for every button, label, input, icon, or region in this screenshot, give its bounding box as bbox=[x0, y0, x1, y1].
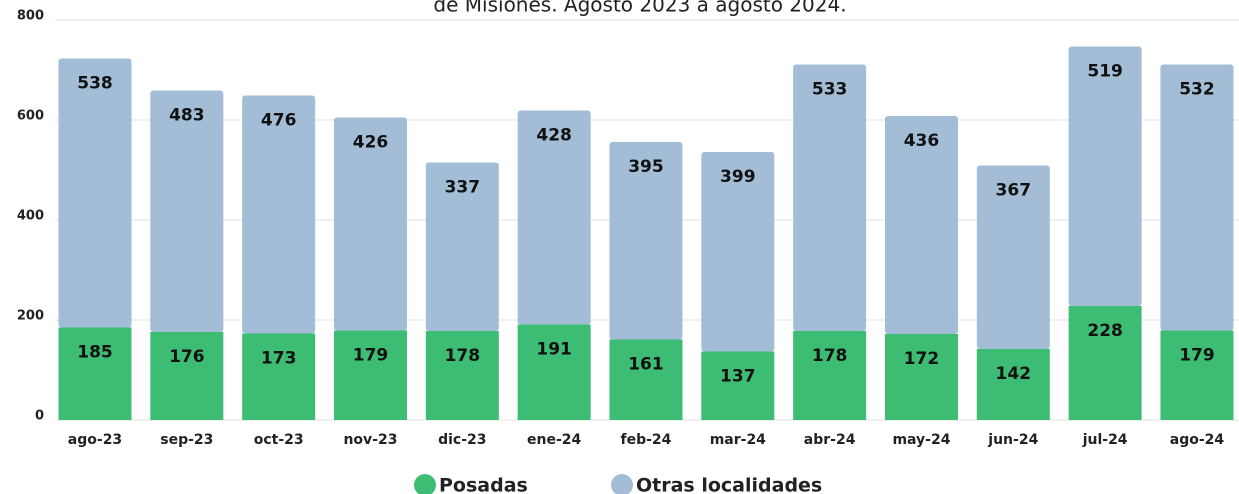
value-label: 176 bbox=[169, 347, 205, 367]
bar-segment bbox=[1160, 330, 1234, 420]
value-label: 172 bbox=[904, 349, 940, 369]
bar-segment bbox=[793, 64, 867, 331]
bar-segment bbox=[793, 331, 867, 420]
bar-segment bbox=[333, 117, 407, 331]
bar-segment bbox=[609, 339, 683, 420]
bar-segment bbox=[425, 331, 499, 420]
bar-segment bbox=[1068, 306, 1142, 420]
x-tick-label: ago-23 bbox=[68, 432, 122, 448]
value-label: 428 bbox=[536, 126, 572, 146]
bar-segment bbox=[333, 330, 407, 420]
bar-segment bbox=[150, 90, 224, 332]
bar-segment bbox=[884, 116, 958, 334]
x-tick-label: feb-24 bbox=[621, 432, 672, 448]
bar-segment bbox=[150, 332, 224, 420]
value-label: 538 bbox=[77, 74, 113, 94]
bar-segment bbox=[517, 324, 591, 420]
bar-segment bbox=[1160, 64, 1234, 331]
value-label: 137 bbox=[720, 367, 756, 387]
x-tick-label: abr-24 bbox=[804, 432, 856, 448]
value-label: 399 bbox=[720, 167, 756, 187]
bar-segment bbox=[242, 95, 316, 334]
y-tick-label: 200 bbox=[17, 309, 44, 324]
x-tick-label: may-24 bbox=[892, 432, 950, 448]
value-label: 191 bbox=[536, 340, 572, 360]
chart-title: de Misiones. Agosto 2023 a agosto 2024. bbox=[433, 0, 846, 17]
value-label: 179 bbox=[1179, 346, 1215, 366]
bar-segment bbox=[884, 334, 958, 420]
bar-segment bbox=[701, 152, 775, 352]
legend-label: Posadas bbox=[439, 475, 528, 494]
value-label: 185 bbox=[77, 343, 113, 363]
bar-segment bbox=[242, 333, 316, 420]
x-tick-label: ene-24 bbox=[527, 432, 582, 448]
y-tick-label: 400 bbox=[17, 209, 44, 224]
x-tick-label: jun-24 bbox=[987, 432, 1038, 448]
bar-segment bbox=[425, 162, 499, 331]
value-label: 178 bbox=[445, 346, 481, 366]
value-label: 483 bbox=[169, 106, 205, 126]
bar-segment bbox=[58, 327, 132, 420]
x-tick-label: oct-23 bbox=[254, 432, 304, 448]
y-tick-label: 800 bbox=[17, 9, 44, 24]
bar-segment bbox=[976, 165, 1050, 349]
bar-segment bbox=[609, 142, 683, 340]
x-tick-label: nov-23 bbox=[343, 432, 397, 448]
value-label: 367 bbox=[996, 181, 1032, 201]
y-tick-label: 0 bbox=[35, 409, 44, 424]
value-label: 436 bbox=[904, 131, 940, 151]
legend-swatch bbox=[611, 474, 633, 494]
legend-swatch bbox=[414, 474, 436, 494]
value-label: 532 bbox=[1179, 80, 1215, 100]
bar-segment bbox=[1068, 46, 1142, 306]
value-label: 173 bbox=[261, 349, 297, 369]
x-tick-label: mar-24 bbox=[710, 432, 766, 448]
x-tick-label: sep-23 bbox=[160, 432, 213, 448]
x-tick-label: ago-24 bbox=[1170, 432, 1225, 448]
value-label: 228 bbox=[1087, 321, 1123, 341]
value-label: 533 bbox=[812, 80, 848, 100]
x-tick-label: dic-23 bbox=[438, 432, 486, 448]
value-label: 179 bbox=[353, 346, 389, 366]
value-label: 519 bbox=[1087, 62, 1123, 82]
bar-segment bbox=[58, 58, 132, 328]
y-tick-label: 600 bbox=[17, 109, 44, 124]
value-label: 337 bbox=[445, 178, 481, 198]
bar-segment bbox=[976, 349, 1050, 420]
legend-label: Otras localidades bbox=[636, 475, 822, 494]
value-label: 426 bbox=[353, 133, 389, 153]
value-label: 395 bbox=[628, 157, 664, 177]
value-label: 178 bbox=[812, 346, 848, 366]
value-label: 142 bbox=[996, 364, 1032, 384]
value-label: 161 bbox=[628, 355, 664, 375]
bar-segment bbox=[517, 110, 591, 325]
bar-segment bbox=[701, 351, 775, 420]
value-label: 476 bbox=[261, 111, 297, 131]
x-tick-label: jul-24 bbox=[1082, 432, 1128, 448]
